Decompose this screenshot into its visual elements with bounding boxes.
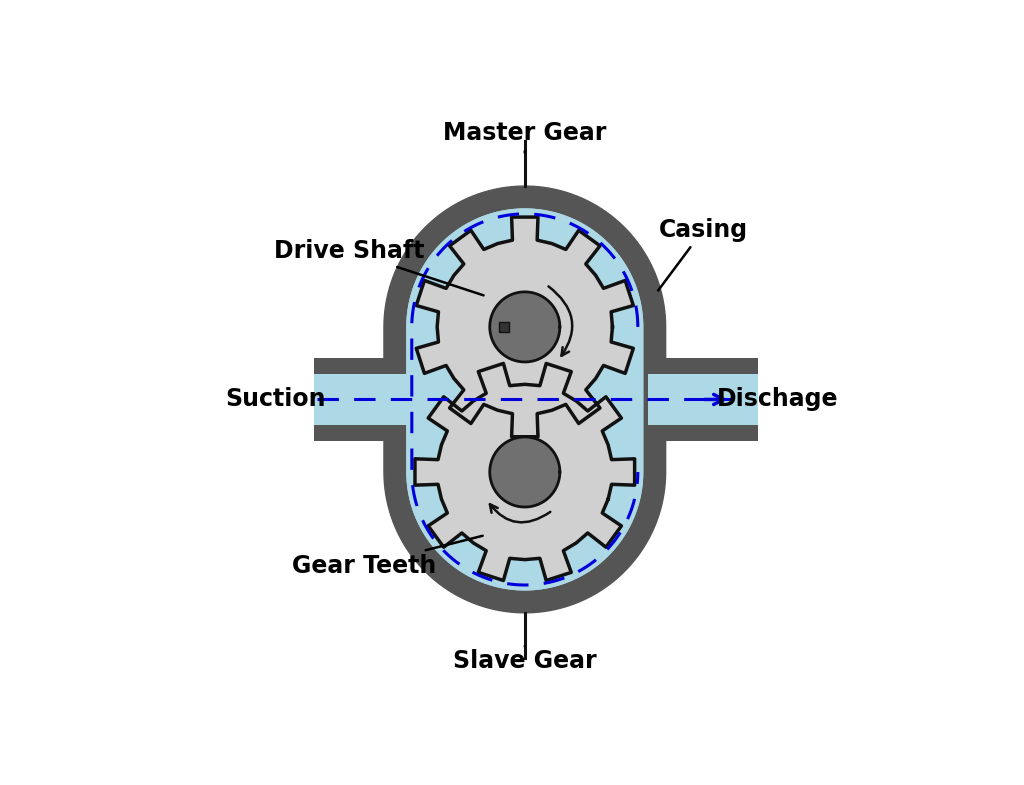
- Text: Drive Shaft: Drive Shaft: [274, 239, 483, 295]
- Text: Slave Gear: Slave Gear: [453, 646, 597, 674]
- Bar: [648, 358, 758, 441]
- Bar: [499, 322, 509, 332]
- Polygon shape: [407, 209, 643, 590]
- Polygon shape: [489, 292, 560, 362]
- Text: Master Gear: Master Gear: [443, 122, 606, 153]
- Text: Dischage: Dischage: [717, 388, 839, 411]
- Text: Casing: Casing: [658, 218, 748, 290]
- Text: Gear Teeth: Gear Teeth: [293, 536, 482, 578]
- Polygon shape: [489, 437, 560, 507]
- Polygon shape: [417, 217, 633, 436]
- Bar: [314, 374, 543, 425]
- Bar: [648, 374, 758, 425]
- Polygon shape: [407, 209, 643, 590]
- Polygon shape: [384, 186, 666, 613]
- Text: Suction: Suction: [225, 388, 326, 411]
- Polygon shape: [415, 363, 635, 580]
- Bar: [314, 358, 525, 441]
